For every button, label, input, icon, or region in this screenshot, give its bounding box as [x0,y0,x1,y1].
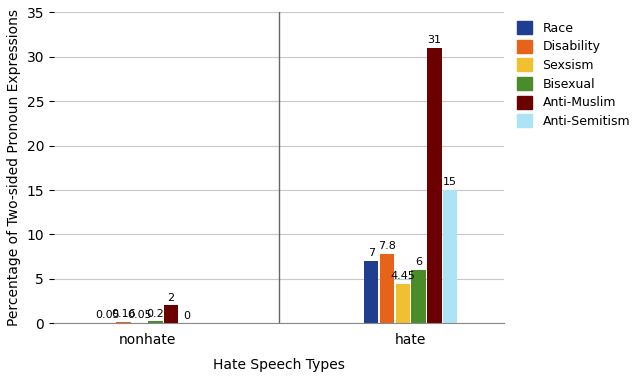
Text: 0: 0 [183,310,190,321]
Text: 2: 2 [168,293,175,303]
Text: 31: 31 [428,35,442,45]
Bar [164,305,179,323]
Text: 0.2: 0.2 [147,309,164,319]
Text: 4.45: 4.45 [390,271,415,281]
Text: 0.05: 0.05 [95,310,120,320]
Text: 0.16: 0.16 [111,309,136,319]
Bar [116,322,131,323]
Bar [396,284,410,323]
Text: 15: 15 [444,177,457,187]
X-axis label: Hate Speech Types: Hate Speech Types [213,358,345,372]
Bar [364,261,378,323]
Text: 0.05: 0.05 [127,310,152,320]
Text: 7: 7 [367,248,375,258]
Text: 7.8: 7.8 [378,241,396,251]
Bar [412,270,426,323]
Y-axis label: Percentage of Two-sided Pronoun Expressions: Percentage of Two-sided Pronoun Expressi… [7,9,21,326]
Bar [427,48,442,323]
Bar [443,190,458,323]
Bar [380,254,394,323]
Bar [148,321,163,323]
Text: 6: 6 [415,257,422,267]
Legend: Race, Disability, Sexsism, Bisexual, Anti-Muslim, Anti-Semitism: Race, Disability, Sexsism, Bisexual, Ant… [515,19,632,130]
